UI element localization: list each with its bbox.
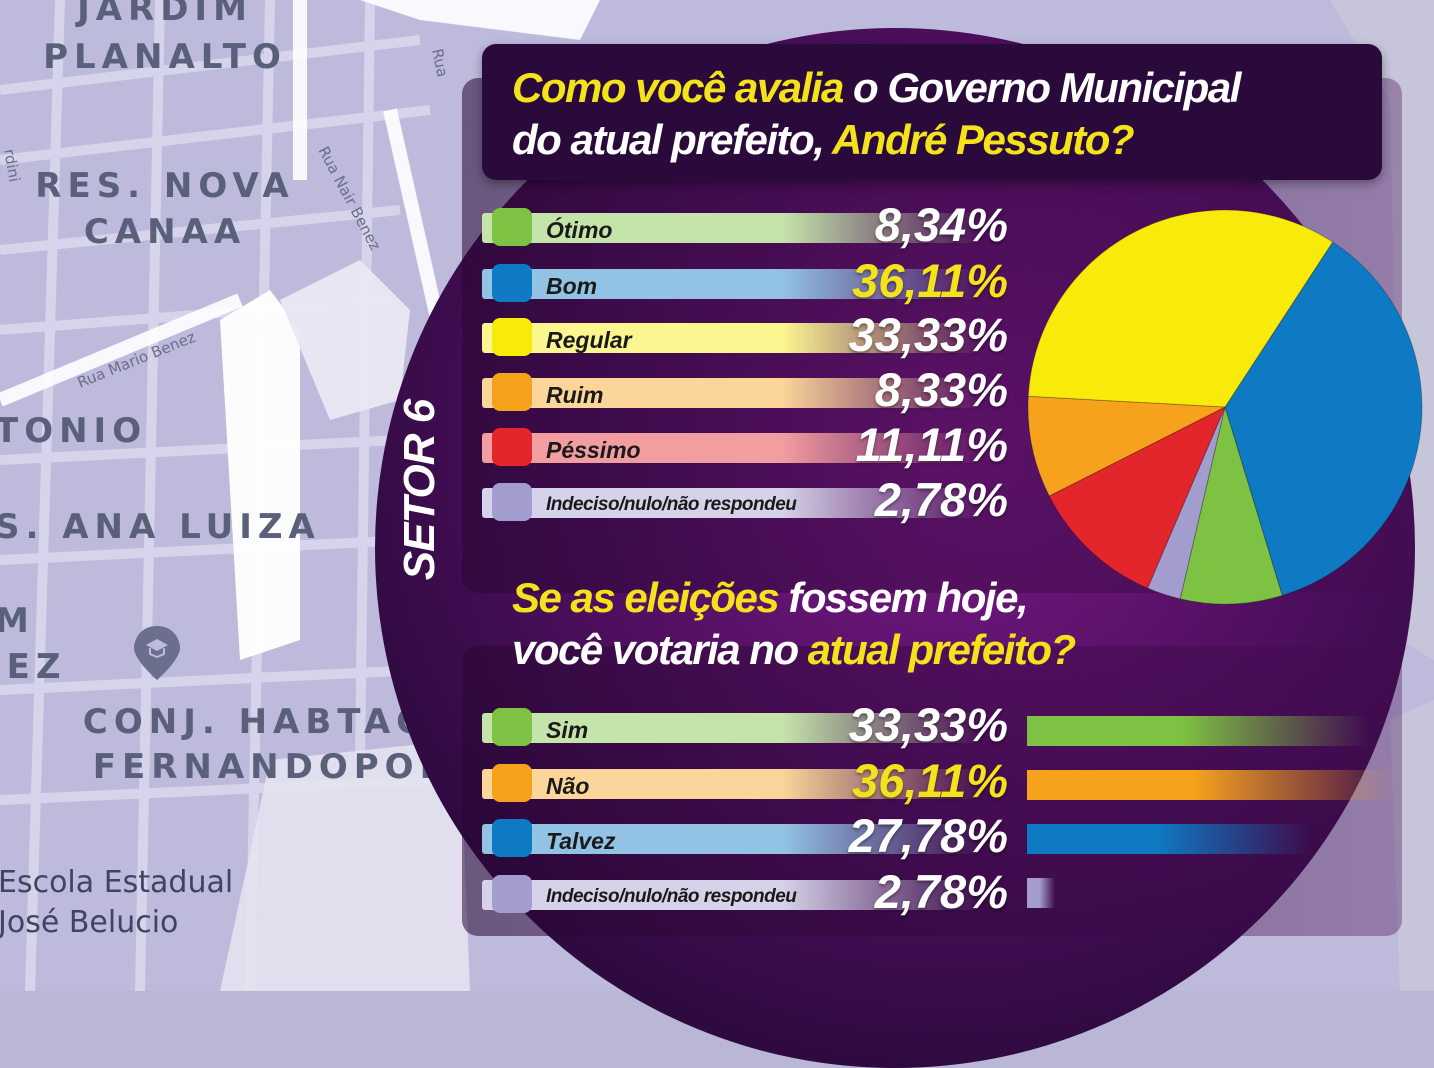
q1-legend-swatch <box>492 264 532 302</box>
map-hood-habtac-2: FERNANDOPOL <box>93 747 447 787</box>
q1-legend-value: 11,11% <box>855 418 1008 471</box>
map-hood-m: M <box>0 601 35 641</box>
q1-legend-value: 8,33% <box>874 363 1008 416</box>
map-hood-iez: IEZ <box>0 647 67 687</box>
q1-legend-row: Ruim 8,33% <box>482 363 1022 416</box>
q1-title-normal-1: o Governo Municipal <box>842 64 1241 111</box>
q1-legend-value: 8,34% <box>874 198 1008 251</box>
q1-legend-row: Ótimo 8,34% <box>482 198 1022 251</box>
q2-legend-row-bg <box>482 824 982 854</box>
map-hood-jardim-2: PLANALTO <box>43 37 287 77</box>
q2-bar <box>1027 878 1056 908</box>
map-hood-tonio: TONIO <box>0 411 147 451</box>
q2-legend-swatch <box>492 764 532 802</box>
q1-legend-value: 2,78% <box>874 473 1008 526</box>
q1-legend-swatch <box>492 318 532 356</box>
q2-bar <box>1027 824 1312 854</box>
q2-legend-row-bg <box>482 880 982 910</box>
q1-legend-label: Indeciso/nulo/não respondeu <box>546 494 797 515</box>
q2-legend-value: 27,78% <box>848 809 1008 862</box>
q1-legend-row: Bom 36,11% <box>482 254 1022 307</box>
q2-legend-row: Talvez 27,78% <box>482 809 1022 862</box>
q1-legend-label: Bom <box>546 273 598 299</box>
q1-legend-row-bg <box>482 269 982 299</box>
q2-legend-row-bg <box>482 713 982 743</box>
q1-legend-swatch <box>492 483 532 521</box>
map-hood-jardim-1: JARDIM <box>75 0 253 29</box>
q1-legend-label: Péssimo <box>546 437 641 463</box>
map-street-rdini: rdini <box>0 148 24 184</box>
q2-title-highlight-2: atual prefeito? <box>807 626 1076 673</box>
q2-legend-row: Indeciso/nulo/não respondeu 2,78% <box>482 865 1022 918</box>
q2-legend-label: Sim <box>546 717 589 743</box>
q1-legend-row: Indeciso/nulo/não respondeu 2,78% <box>482 473 1022 526</box>
q1-title-highlight-2: André Pessuto? <box>831 116 1135 163</box>
q1-legend-label: Regular <box>546 327 632 353</box>
map-place-line1: Escola Estadual <box>0 865 233 900</box>
q2-title-line-1: Se as eleições fossem hoje, <box>512 572 1029 624</box>
pie-slice <box>1048 405 1226 589</box>
q1-pie-chart <box>1027 209 1423 605</box>
sector-label-text: SETOR 6 <box>395 399 444 581</box>
q2-legend-label: Talvez <box>546 828 616 854</box>
pie-slice <box>1224 241 1423 597</box>
q1-legend-value: 33,33% <box>848 308 1008 361</box>
q1-legend-row-bg <box>482 213 982 243</box>
q2-title-highlight-1: Se as eleições <box>512 574 780 621</box>
graduation-cap-pin-icon <box>134 626 180 680</box>
pie-slice <box>1146 406 1226 600</box>
q2-bar <box>1027 770 1397 800</box>
q2-title-line-2: você votaria no atual prefeito? <box>512 624 1076 676</box>
q2-legend-row-bg <box>482 769 982 799</box>
q1-legend-swatch <box>492 428 532 466</box>
q1-title-normal-2: do atual prefeito, <box>512 116 832 163</box>
q1-title-box <box>482 44 1382 180</box>
q2-legend-label: Indeciso/nulo/não respondeu <box>546 886 797 907</box>
pie-slice <box>1179 405 1283 605</box>
map-hood-habtac-1: CONJ. HABTAC <box>83 702 427 742</box>
q2-bar <box>1027 716 1369 746</box>
q2-title-normal-2: você votaria no <box>512 626 808 673</box>
q2-legend-row: Sim 33,33% <box>482 698 1022 751</box>
q1-legend-value: 36,11% <box>852 254 1008 307</box>
map-street-rua: Rua <box>428 47 452 79</box>
q1-legend-row-bg <box>482 378 982 408</box>
q1-legend-label: Ótimo <box>546 217 613 243</box>
map-hood-canaa-2: CANAA <box>84 212 246 252</box>
q1-title-highlight-1: Como você avalia <box>512 64 844 111</box>
q1-legend-swatch <box>492 208 532 246</box>
map-hood-canaa-1: RES. NOVA <box>35 166 294 206</box>
q2-legend-label: Não <box>546 773 590 799</box>
q2-title-normal-1: fossem hoje, <box>778 574 1028 621</box>
sector-label: SETOR 6 <box>380 380 460 600</box>
q1-legend-row-bg <box>482 488 982 518</box>
q2-legend-swatch <box>492 875 532 913</box>
q1-legend-swatch <box>492 373 532 411</box>
q1-legend-row-bg <box>482 323 982 353</box>
q2-legend-value: 33,33% <box>848 698 1008 751</box>
q2-legend-value: 36,11% <box>852 754 1008 807</box>
q1-legend-row-bg <box>482 433 982 463</box>
pie-slice <box>1027 395 1227 497</box>
map-hood-ana-luiza: S. ANA LUIZA <box>0 507 321 547</box>
q1-legend-label: Ruim <box>546 382 604 408</box>
q1-legend-row: Péssimo 11,11% <box>482 418 1022 471</box>
q2-legend-swatch <box>492 708 532 746</box>
q1-legend-row: Regular 33,33% <box>482 308 1022 361</box>
q2-legend-value: 2,78% <box>874 865 1008 918</box>
q1-title-line-2: do atual prefeito, André Pessuto? <box>512 114 1135 166</box>
q2-legend-swatch <box>492 819 532 857</box>
map-place-line2: José Belucio <box>0 905 178 940</box>
pie-slice <box>1027 209 1334 408</box>
q1-title-line-1: Como você avalia o Governo Municipal <box>512 62 1241 114</box>
q2-legend-row: Não 36,11% <box>482 754 1022 807</box>
